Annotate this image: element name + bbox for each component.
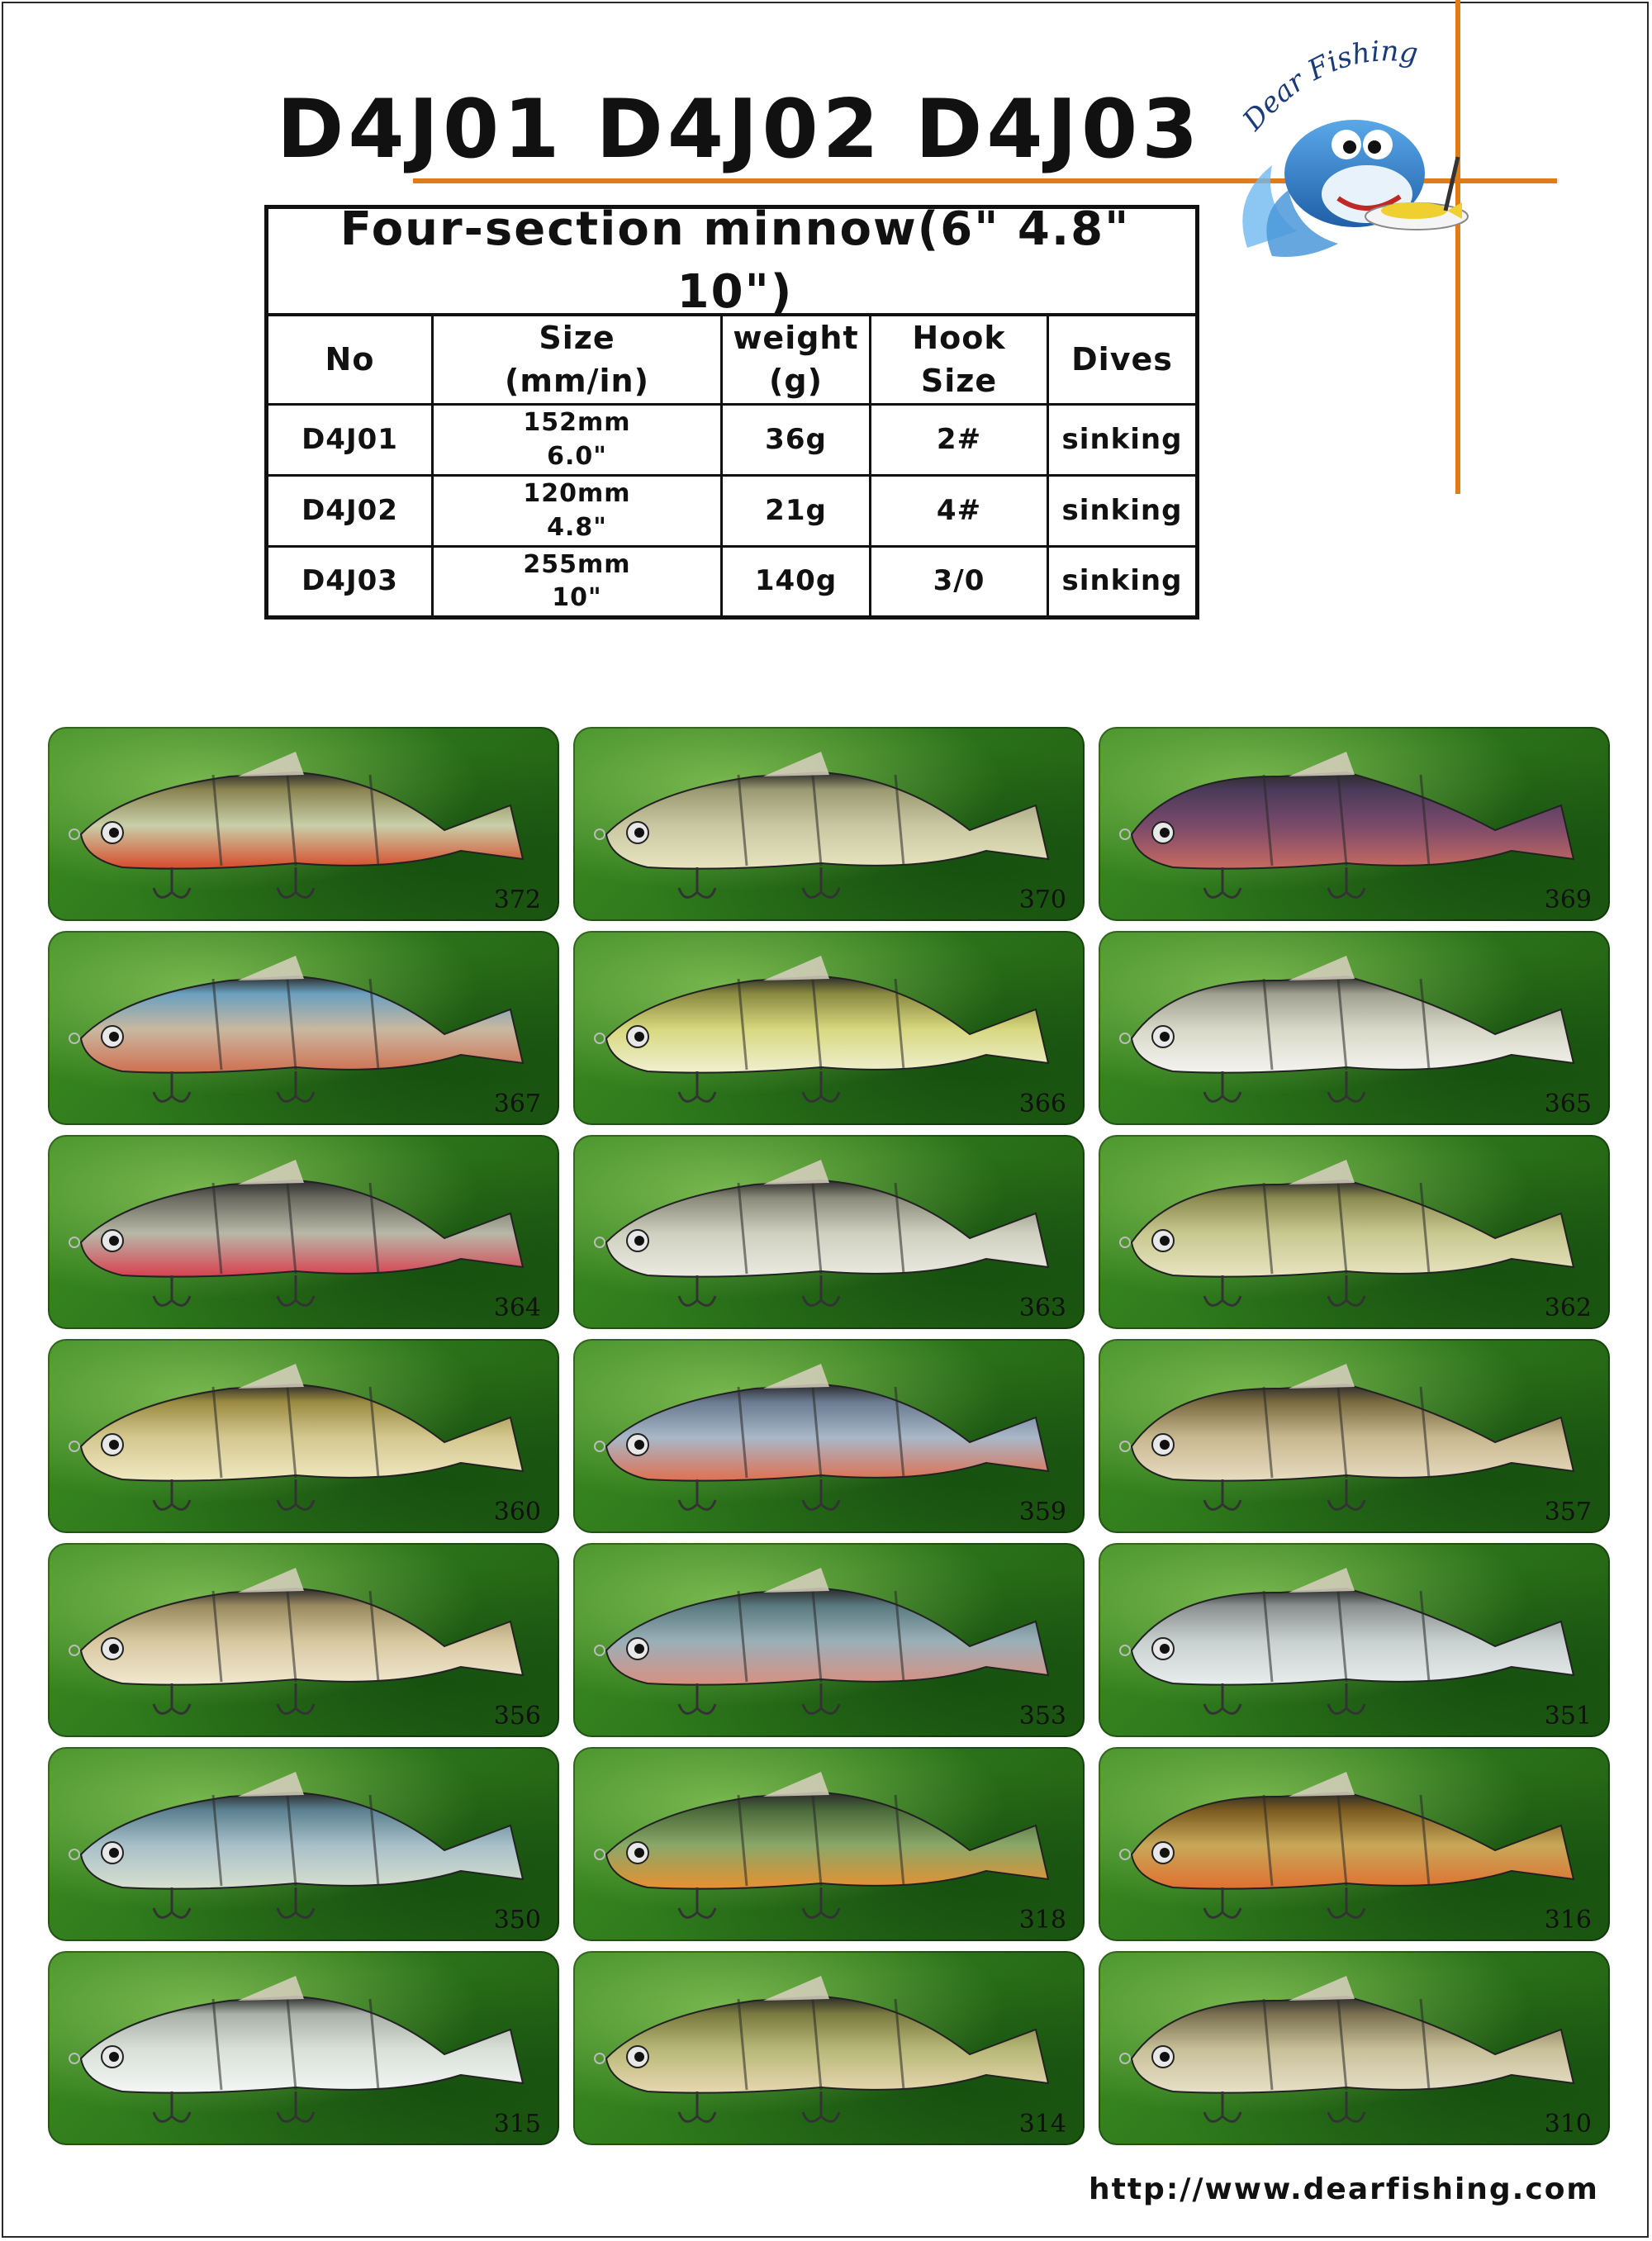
table-cell-weight: 36g	[723, 406, 871, 477]
lure-image	[69, 1976, 525, 2123]
website-url[interactable]: http://www.dearfishing.com	[1089, 2172, 1599, 2206]
product-tile[interactable]: 310	[1099, 1951, 1610, 2145]
product-code: 316	[1544, 1906, 1592, 1935]
product-tile[interactable]: 360	[48, 1339, 559, 1533]
header-size: Size (mm/in)	[434, 316, 723, 406]
product-code: 356	[493, 1702, 541, 1731]
table-cell-dives: sinking	[1061, 564, 1183, 598]
dear-fishing-logo: Dear Fishing	[1236, 35, 1469, 257]
logo-brand-text: Dear Fishing	[1236, 35, 1420, 137]
lure-image	[69, 752, 525, 899]
product-tile[interactable]: 353	[573, 1543, 1085, 1737]
product-tile[interactable]: 357	[1099, 1339, 1610, 1533]
product-code: 370	[1018, 885, 1066, 914]
spec-table: Four-section minnow(6" 4.8" 10") No Size…	[264, 202, 1199, 620]
product-code: 360	[493, 1498, 541, 1526]
table-cell-hook: 4#	[871, 477, 1049, 548]
table-cell-weight: 21g	[723, 477, 871, 548]
product-tile[interactable]: 316	[1099, 1747, 1610, 1941]
table-cell-size: 152mm 6.0"	[434, 406, 723, 477]
product-code: 365	[1544, 1090, 1592, 1118]
header-no: No	[268, 316, 434, 406]
svg-text:Dear Fishing: Dear Fishing	[1236, 35, 1420, 137]
product-tile[interactable]: 370	[573, 727, 1085, 921]
product-tile[interactable]: 366	[573, 931, 1085, 1125]
product-tile[interactable]: 350	[48, 1747, 559, 1941]
product-code: 367	[493, 1090, 541, 1118]
lure-image	[594, 1364, 1050, 1511]
lure-image	[594, 956, 1050, 1103]
product-tile[interactable]: 369	[1099, 727, 1610, 921]
lure-image	[1119, 1976, 1575, 2123]
product-code: 359	[1018, 1498, 1066, 1526]
product-code: 318	[1018, 1906, 1066, 1935]
product-code: 315	[493, 2110, 541, 2139]
table-cell-no: D4J02	[268, 477, 434, 548]
product-code: 353	[1018, 1702, 1066, 1731]
product-code: 364	[493, 1294, 541, 1322]
product-tile[interactable]: 356	[48, 1543, 559, 1737]
product-code: 314	[1018, 2110, 1066, 2139]
product-tile[interactable]: 365	[1099, 931, 1610, 1125]
product-code: 372	[493, 885, 541, 914]
table-cell-no: D4J01	[268, 406, 434, 477]
lure-image	[69, 1160, 525, 1307]
lure-image	[1119, 1364, 1575, 1511]
lure-image	[594, 1160, 1050, 1307]
lure-image	[1119, 1568, 1575, 1715]
product-code: 366	[1018, 1090, 1066, 1118]
lure-image	[594, 1568, 1050, 1715]
lure-image	[1119, 1772, 1575, 1919]
table-cell-no: D4J03	[268, 548, 434, 615]
product-tile[interactable]: 315	[48, 1951, 559, 2145]
lure-image	[594, 752, 1050, 899]
lure-image	[69, 1364, 525, 1511]
table-cell-weight: 140g	[723, 548, 871, 615]
product-tile[interactable]: 367	[48, 931, 559, 1125]
lure-image	[594, 1772, 1050, 1919]
product-code: 363	[1018, 1294, 1066, 1322]
table-cell-dives: sinking	[1049, 406, 1195, 477]
product-code: 369	[1544, 885, 1592, 914]
table-caption: Four-section minnow(6" 4.8" 10")	[268, 202, 1195, 319]
product-tile[interactable]: 372	[48, 727, 559, 921]
product-code: 357	[1544, 1498, 1592, 1526]
product-tile[interactable]: 364	[48, 1135, 559, 1329]
crosshair-vertical-line	[1455, 0, 1460, 494]
lure-image	[69, 1568, 525, 1715]
title-underline	[413, 178, 1239, 183]
lure-image	[1119, 1160, 1575, 1307]
table-cell-size: 255mm 10"	[434, 548, 723, 615]
header-weight: weight (g)	[723, 316, 871, 406]
product-tile[interactable]: 359	[573, 1339, 1085, 1533]
product-code: 310	[1544, 2110, 1592, 2139]
lure-image	[69, 1772, 525, 1919]
product-grid: 372 370 369 367 366 365 364 363 362 360 359 357 356 3…	[48, 727, 1611, 2145]
lure-image	[69, 956, 525, 1103]
header-dives: Dives	[1049, 316, 1195, 406]
table-cell-hook: 2#	[871, 406, 1049, 477]
table-cell-dives: sinking	[1049, 477, 1195, 548]
product-tile[interactable]: 362	[1099, 1135, 1610, 1329]
lure-image	[594, 1976, 1050, 2123]
lure-image	[1119, 956, 1575, 1103]
page-title: D4J01 D4J02 D4J03	[277, 83, 1203, 177]
product-tile[interactable]: 363	[573, 1135, 1085, 1329]
table-cell-size: 120mm 4.8"	[434, 477, 723, 548]
product-code: 351	[1544, 1702, 1592, 1731]
table-cell-hook: 3/0	[871, 548, 1049, 615]
product-tile[interactable]: 318	[573, 1747, 1085, 1941]
product-tile[interactable]: 314	[573, 1951, 1085, 2145]
product-code: 362	[1544, 1294, 1592, 1322]
product-tile[interactable]: 351	[1099, 1543, 1610, 1737]
header-hook-size: Hook Size	[871, 316, 1049, 406]
lure-image	[1119, 752, 1575, 899]
product-code: 350	[493, 1906, 541, 1935]
